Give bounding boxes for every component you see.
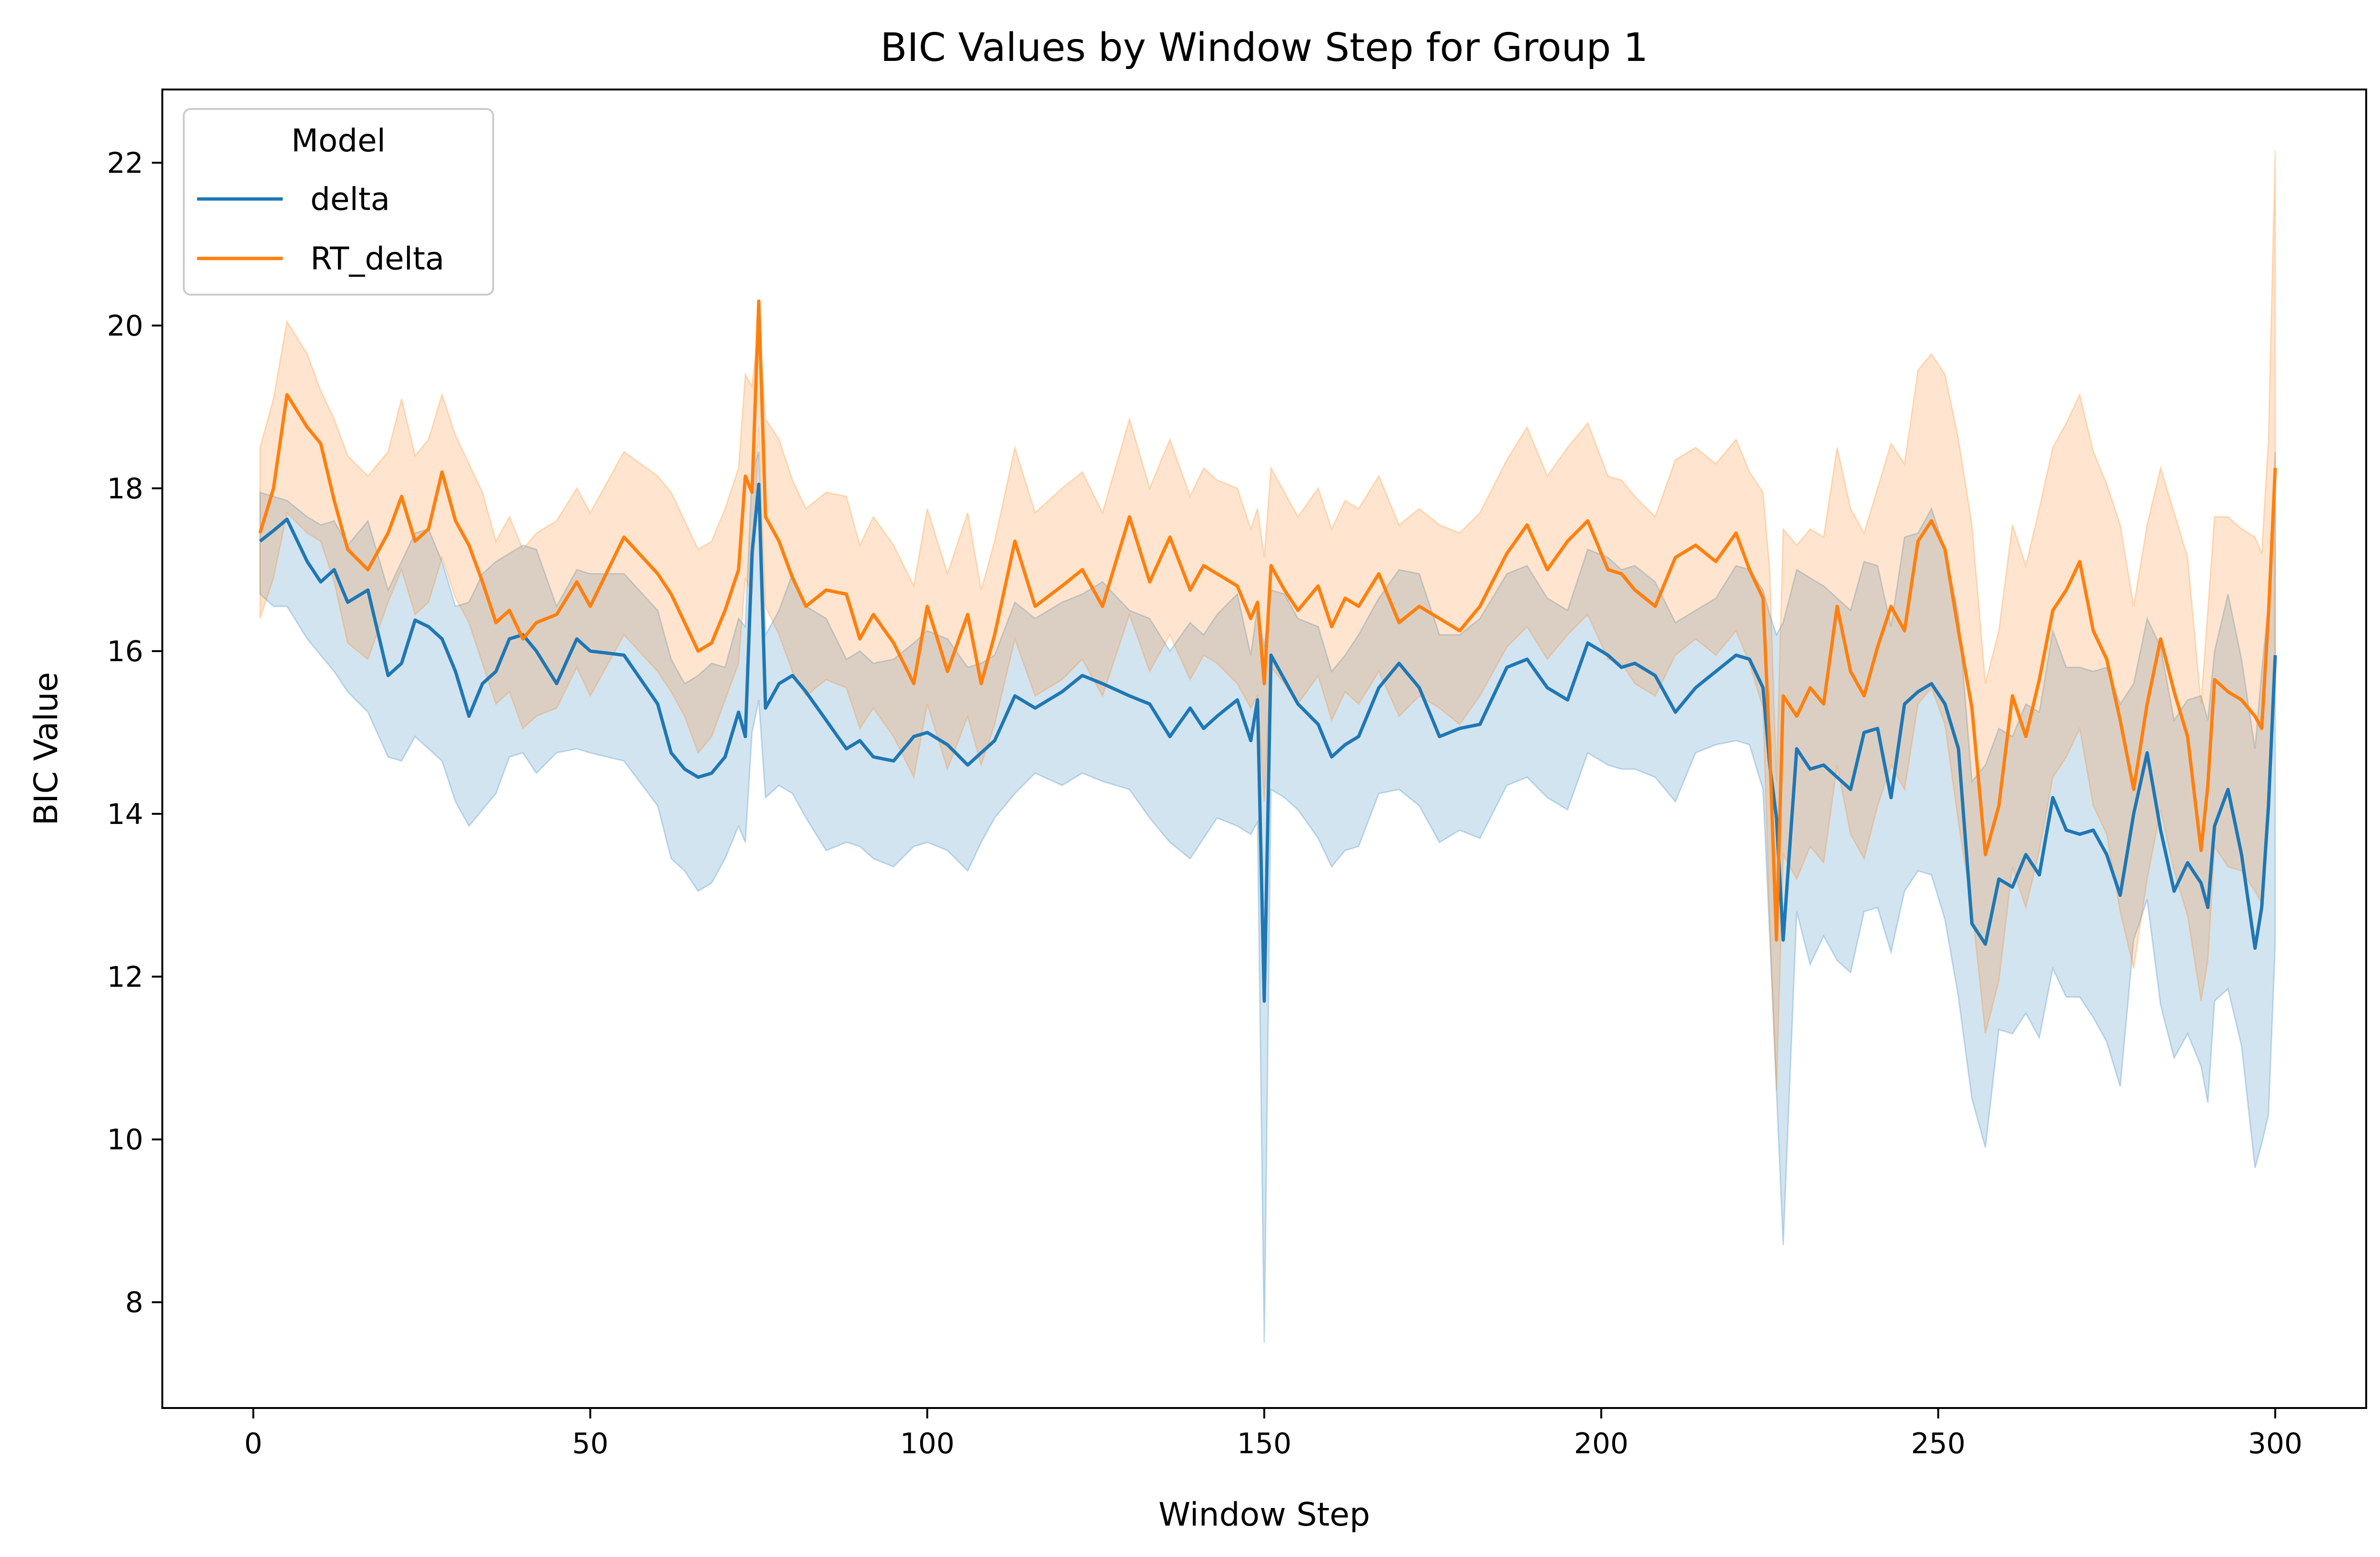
x-axis-ticks: 0 50 100 150 200 250 300 [244, 1408, 2302, 1460]
y-tick-label: 14 [107, 798, 143, 831]
y-tick-label: 10 [107, 1123, 143, 1157]
series-lines [258, 299, 2277, 1003]
x-tick-label: 50 [572, 1427, 608, 1460]
x-tick-label: 150 [1237, 1427, 1292, 1460]
y-tick-label: 22 [107, 147, 143, 180]
x-tick-label: 100 [900, 1427, 955, 1460]
legend-label-rt-delta: RT_delta [310, 240, 445, 277]
y-tick-label: 20 [107, 309, 143, 343]
series-line-delta [259, 482, 2277, 1003]
series-line-rt-delta [258, 299, 2277, 942]
x-tick-label: 300 [2248, 1427, 2303, 1460]
y-tick-label: 16 [107, 635, 143, 668]
y-tick-label: 18 [107, 472, 143, 506]
legend: Model delta RT_delta [183, 108, 494, 296]
y-tick-label: 8 [125, 1286, 143, 1319]
y-axis-ticks: 8 10 12 14 16 18 20 22 [107, 147, 162, 1319]
x-axis-label: Window Step [1159, 1496, 1370, 1534]
x-tick-label: 0 [244, 1427, 262, 1460]
chart-title: BIC Values by Window Step for Group 1 [880, 25, 1648, 70]
x-tick-label: 200 [1574, 1427, 1629, 1460]
y-axis-label: BIC Value [28, 672, 65, 826]
y-tick-label: 12 [107, 961, 143, 994]
legend-title: Model [291, 122, 386, 159]
x-tick-label: 250 [1911, 1427, 1966, 1460]
legend-box [183, 108, 494, 296]
legend-label-delta: delta [310, 181, 390, 218]
